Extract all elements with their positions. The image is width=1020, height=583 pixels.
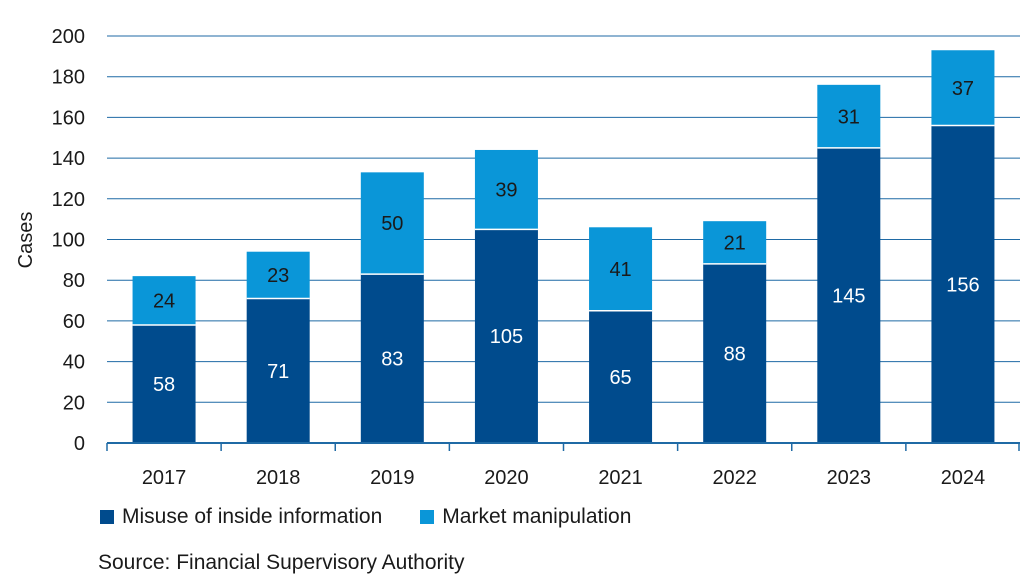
stacked-bar-chart: 0 20 40 60 80 100 120 140 160 180 200 58 24 71 23 83 50… xyxy=(15,26,1020,489)
bar-misuse-2024 xyxy=(931,125,995,443)
y-tick-label: 80 xyxy=(63,270,85,292)
bar-misuse-2023 xyxy=(817,147,881,444)
data-label-misuse-2022: 88 xyxy=(724,343,746,365)
bar-misuse-2020 xyxy=(474,229,538,443)
data-label-misuse-2021: 65 xyxy=(609,367,631,389)
legend-swatch-misuse xyxy=(100,510,114,524)
source-note: Source: Financial Supervisory Authority xyxy=(98,551,465,574)
legend-label-misuse: Misuse of inside information xyxy=(122,505,383,528)
bar-manipulation-2020 xyxy=(474,149,538,230)
bars: 58 24 71 23 83 50 105 39 65 41 88 21 145 31 156 37 xyxy=(132,50,995,444)
data-label-misuse-2018: 71 xyxy=(267,361,289,383)
legend-item-manipulation: Market manipulation xyxy=(420,505,631,529)
bar-misuse-2021 xyxy=(589,310,653,443)
y-tick-label: 120 xyxy=(52,189,85,211)
bar-misuse-2018 xyxy=(246,298,310,443)
data-label-misuse-2023: 145 xyxy=(832,285,865,307)
y-tick-label: 140 xyxy=(52,148,85,170)
bar-misuse-2019 xyxy=(360,274,424,443)
y-tick-label: 40 xyxy=(63,352,85,374)
data-label-misuse-2020: 105 xyxy=(490,326,523,348)
bar-manipulation-2018 xyxy=(246,251,310,299)
data-label-misuse-2017: 58 xyxy=(153,374,175,396)
bar-manipulation-2024 xyxy=(931,50,995,126)
y-tick-label: 0 xyxy=(74,433,85,455)
data-label-misuse-2019: 83 xyxy=(381,349,403,371)
legend-item-misuse: Misuse of inside information xyxy=(100,505,382,529)
x-tick-label: 2022 xyxy=(712,467,757,489)
data-label-manipulation-2017: 24 xyxy=(153,291,175,313)
bar-manipulation-2019 xyxy=(360,172,424,275)
y-tick-label: 100 xyxy=(52,230,85,252)
gridlines xyxy=(107,35,1020,403)
data-label-manipulation-2022: 21 xyxy=(724,233,746,255)
x-tick-label: 2019 xyxy=(370,467,415,489)
y-axis-ticks: 0 20 40 60 80 100 120 140 160 180 200 xyxy=(52,26,85,455)
x-tick-label: 2017 xyxy=(142,467,187,489)
data-label-manipulation-2020: 39 xyxy=(495,180,517,202)
x-axis xyxy=(106,442,1020,451)
bar-misuse-2022 xyxy=(703,263,767,443)
data-label-manipulation-2024: 37 xyxy=(952,78,974,100)
y-tick-label: 180 xyxy=(52,67,85,89)
data-label-manipulation-2019: 50 xyxy=(381,213,403,235)
y-tick-label: 160 xyxy=(52,107,85,129)
x-tick-label: 2021 xyxy=(598,467,643,489)
x-axis-ticks: 2017 2018 2019 2020 2021 2022 2023 2024 xyxy=(142,467,985,489)
bar-misuse-2017 xyxy=(132,324,196,443)
y-axis-title: Cases xyxy=(15,212,37,269)
bar-manipulation-2022 xyxy=(703,221,767,264)
bar-manipulation-2021 xyxy=(589,227,653,311)
data-label-manipulation-2021: 41 xyxy=(609,259,631,281)
bar-manipulation-2023 xyxy=(817,84,881,148)
data-label-manipulation-2023: 31 xyxy=(838,106,860,128)
x-tick-label: 2020 xyxy=(484,467,529,489)
x-tick-label: 2024 xyxy=(941,467,986,489)
legend-label-manipulation: Market manipulation xyxy=(442,505,632,528)
data-label-manipulation-2018: 23 xyxy=(267,265,289,287)
y-tick-label: 200 xyxy=(52,26,85,48)
y-tick-label: 60 xyxy=(63,311,85,333)
data-label-misuse-2024: 156 xyxy=(946,274,979,296)
bar-manipulation-2017 xyxy=(132,276,196,325)
y-tick-label: 20 xyxy=(63,392,85,414)
x-tick-label: 2023 xyxy=(827,467,872,489)
legend: Misuse of inside information Market mani… xyxy=(100,505,669,529)
legend-swatch-manipulation xyxy=(420,510,435,524)
x-tick-label: 2018 xyxy=(256,467,301,489)
